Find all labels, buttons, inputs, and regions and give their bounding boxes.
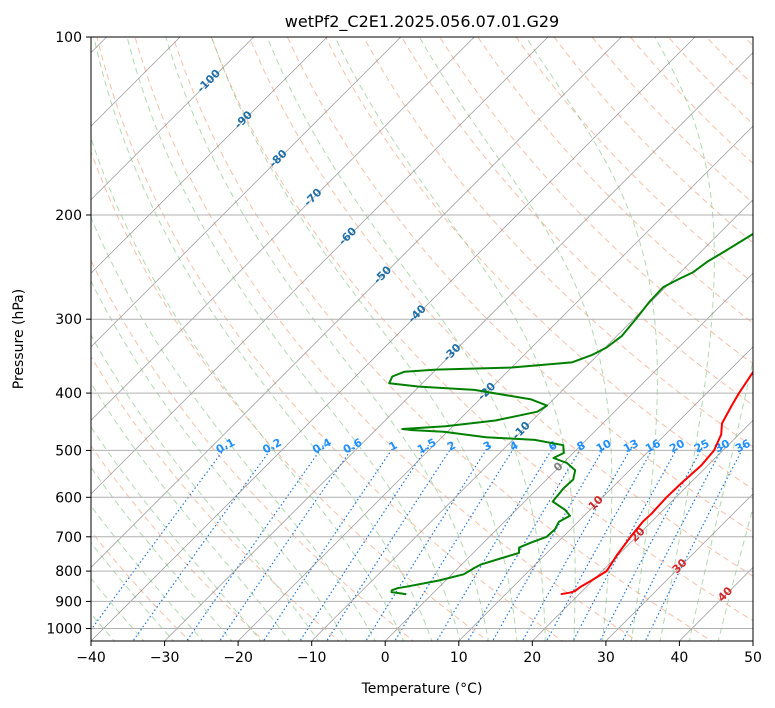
x-tick-label: −40 xyxy=(76,650,106,666)
dry-adiabat-line xyxy=(324,37,753,490)
y-axis-title: Pressure (hPa) xyxy=(11,289,27,389)
mixing-ratio-line xyxy=(185,444,325,641)
isotherm-line xyxy=(237,125,753,641)
y-tick-label: 700 xyxy=(55,530,82,546)
mixing-ratio-line xyxy=(599,444,704,641)
mixing-ratio-label: 16 xyxy=(643,437,663,456)
isotherm-line xyxy=(164,52,753,641)
x-tick-label: 20 xyxy=(523,650,541,666)
y-tick-label: 1000 xyxy=(46,622,82,638)
y-tick-label: 800 xyxy=(55,564,82,580)
isotherm-line xyxy=(605,493,753,641)
isotherm-line xyxy=(91,37,328,274)
mixing-ratio-label: 20 xyxy=(667,437,687,456)
dry-adiabat-line xyxy=(91,150,489,641)
chart-title: wetPf2_C2E1.2025.056.07.01.G29 xyxy=(285,12,559,32)
y-tick-label: 200 xyxy=(55,208,82,224)
dry-adiabat-line xyxy=(363,37,753,448)
y-tick-label: 500 xyxy=(55,443,82,459)
dry-adiabat-line xyxy=(286,37,753,534)
mixing-ratio-line xyxy=(91,444,228,631)
y-tick-label: 600 xyxy=(55,490,82,506)
mixing-ratio-label: 10 xyxy=(594,437,614,456)
moist-adiabat-line xyxy=(91,136,405,641)
plot-frame xyxy=(90,36,754,642)
isotherm-line xyxy=(91,37,622,568)
mixing-ratio-line xyxy=(467,444,584,641)
isotherm-line xyxy=(91,37,696,641)
x-axis-title: Temperature (°C) xyxy=(361,681,483,697)
x-tick-label: 0 xyxy=(381,650,390,666)
x-tick-label: 30 xyxy=(597,650,615,666)
y-axis: 100 200 300 400 500 600 700 800 900 1000 xyxy=(46,30,91,638)
isotherm-line xyxy=(311,199,753,641)
mixing-ratio-line xyxy=(572,444,680,641)
moist-adiabat-line xyxy=(91,216,376,641)
x-axis: −40 −30 −20 −10 0 10 20 30 40 50 xyxy=(76,641,762,666)
x-tick-label: −10 xyxy=(297,650,327,666)
mixing-ratio-line xyxy=(365,444,490,641)
y-tick-label: 100 xyxy=(55,30,82,46)
y-tick-label: 400 xyxy=(55,386,82,402)
isotherm-line xyxy=(384,272,753,641)
x-tick-label: −20 xyxy=(223,650,253,666)
pressure-gridlines xyxy=(91,37,753,629)
dewpoint-profile-line xyxy=(388,232,753,596)
x-tick-label: 10 xyxy=(450,650,468,666)
dry-adiabat-line xyxy=(248,37,753,577)
mixing-ratio-line xyxy=(219,444,355,641)
mixing-ratio-label: 25 xyxy=(692,437,712,456)
isotherm-line xyxy=(458,346,753,641)
isotherm-line xyxy=(91,37,549,495)
dry-adiabat-line xyxy=(91,259,415,641)
y-tick-label: 900 xyxy=(55,594,82,610)
x-tick-label: 50 xyxy=(744,650,762,666)
mixing-ratio-line xyxy=(394,444,517,641)
mixing-ratio-line xyxy=(299,444,429,641)
isotherm-line xyxy=(532,419,753,641)
isotherm-line xyxy=(91,37,475,421)
mixing-ratio-line xyxy=(325,444,454,641)
plot-area: -100-90-80-70-60-50-40-30-20-10010203040… xyxy=(91,37,753,641)
x-tick-label: 40 xyxy=(670,650,688,666)
mixing-ratio-label: 36 xyxy=(733,437,753,456)
mixing-ratio-line xyxy=(262,444,396,641)
isotherms xyxy=(91,37,753,641)
isotherm-line xyxy=(91,37,254,201)
isotherm-line xyxy=(91,37,402,348)
mixing-ratio-label: 13 xyxy=(621,437,641,456)
y-tick-label: 300 xyxy=(55,312,82,328)
profiles xyxy=(388,232,753,596)
temperature-profile-line xyxy=(560,370,753,596)
x-tick-label: −30 xyxy=(150,650,180,666)
